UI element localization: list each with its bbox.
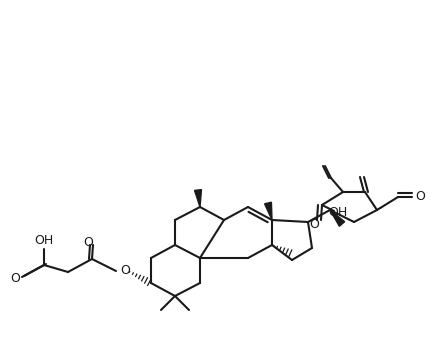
Polygon shape: [330, 210, 345, 226]
Text: OH: OH: [329, 206, 348, 220]
Text: O: O: [10, 272, 20, 284]
Polygon shape: [194, 190, 202, 207]
Text: O: O: [415, 190, 425, 203]
Text: O: O: [309, 217, 319, 230]
Polygon shape: [265, 202, 272, 220]
Text: OH: OH: [34, 235, 54, 248]
Text: O: O: [83, 237, 93, 249]
Text: O: O: [120, 263, 130, 276]
